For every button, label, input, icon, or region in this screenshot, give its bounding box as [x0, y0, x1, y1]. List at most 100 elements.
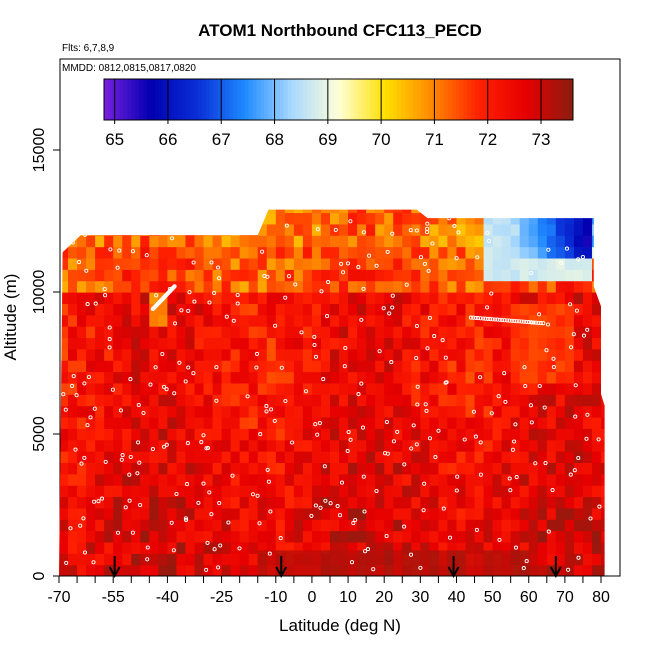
sample-point: [172, 284, 177, 289]
heatmap-cell: [176, 553, 187, 566]
heatmap-cell: [185, 496, 196, 509]
heatmap-cell: [492, 280, 503, 293]
sample-point: [454, 488, 459, 493]
heatmap-cell: [248, 209, 259, 214]
heatmap-cell: [384, 485, 394, 498]
flight-start-arrow: [108, 556, 121, 579]
heatmap-cell: [122, 326, 132, 339]
heatmap-cell: [239, 371, 250, 384]
heatmap-cell: [59, 246, 69, 259]
heatmap-cell: [320, 326, 331, 339]
sample-point: [172, 321, 178, 326]
heatmap-cell: [239, 439, 250, 452]
heatmap-cell: [402, 451, 412, 463]
heatmap-cell: [339, 507, 349, 520]
heatmap-cell: [474, 269, 485, 282]
heatmap-cell: [582, 530, 593, 543]
heatmap-cell: [411, 280, 421, 293]
heatmap-cell: [248, 314, 259, 327]
colorbar-swatch: [252, 79, 257, 120]
heatmap-cell: [176, 212, 187, 225]
heatmap-cell: [275, 292, 286, 304]
heatmap-cell: [357, 223, 367, 236]
heatmap-cell: [339, 257, 349, 270]
heatmap-cell: [384, 303, 394, 316]
colorbar-swatch: [530, 79, 535, 120]
heatmap-cell: [330, 416, 340, 429]
heatmap-cell: [528, 209, 539, 214]
sample-point: [326, 280, 331, 285]
sample-point: [205, 540, 210, 545]
heatmap-cell: [393, 212, 403, 225]
heatmap-cell: [176, 541, 187, 554]
colorbar-swatch: [490, 79, 496, 120]
heatmap-cell: [77, 394, 87, 407]
heatmap-cell: [167, 303, 178, 316]
heatmap-cell: [194, 371, 205, 384]
heatmap-cell: [167, 360, 178, 373]
x-tick-label: 30: [411, 589, 429, 606]
colorbar-swatch: [545, 79, 551, 120]
heatmap-cell: [149, 337, 159, 350]
heatmap-cell: [492, 360, 503, 373]
heatmap-cell: [537, 371, 548, 384]
heatmap-cell: [420, 257, 430, 270]
heatmap-cell: [194, 257, 205, 270]
heatmap-cell: [330, 337, 340, 350]
heatmap-cell: [537, 507, 548, 520]
heatmap-cell: [528, 280, 539, 293]
heatmap-cell: [573, 473, 584, 486]
sample-point: [389, 360, 394, 365]
heatmap-cell: [104, 246, 114, 259]
heatmap-cell: [239, 496, 250, 509]
colorbar-swatch: [389, 79, 394, 120]
heatmap-cell: [564, 473, 575, 486]
heatmap-cell: [158, 246, 168, 259]
heatmap-cell: [293, 235, 304, 248]
heatmap-cell: [194, 280, 205, 293]
heatmap-cell: [149, 394, 159, 407]
heatmap-cell: [302, 405, 313, 418]
sample-point: [524, 319, 529, 324]
heatmap-cell: [167, 314, 178, 327]
colorbar-swatch: [510, 79, 515, 120]
heatmap-cell: [330, 326, 340, 339]
heatmap-cell: [230, 269, 241, 282]
heatmap-cell: [302, 360, 313, 373]
heatmap-cell: [275, 303, 286, 316]
heatmap-cell: [68, 223, 78, 236]
heatmap-cell: [501, 269, 512, 282]
heatmap-cell: [438, 462, 449, 475]
heatmap-cell: [185, 553, 196, 566]
heatmap-cell: [158, 326, 168, 339]
sample-point: [478, 375, 483, 380]
heatmap-cell: [573, 541, 584, 554]
heatmap-cell: [591, 223, 602, 236]
heatmap-cell: [131, 564, 141, 576]
heatmap-cell: [275, 223, 286, 236]
heatmap-cell: [510, 209, 521, 214]
x-tick-label: 0: [307, 589, 316, 606]
sample-point: [584, 436, 589, 441]
sample-point: [160, 351, 165, 357]
heatmap-cell: [122, 269, 132, 282]
sample-point: [471, 315, 476, 320]
heatmap-cell: [167, 564, 178, 576]
heatmap-cell: [339, 360, 349, 373]
heatmap-cell: [591, 235, 602, 248]
heatmap-cell: [203, 257, 214, 270]
heatmap-cell: [203, 451, 214, 463]
heatmap-cell: [320, 257, 331, 270]
sample-point: [214, 398, 219, 403]
x-tick-label: -40: [156, 589, 179, 606]
heatmap-cell: [59, 507, 69, 520]
heatmap-cell: [591, 360, 602, 373]
heatmap-cell: [582, 246, 593, 259]
heatmap-cell: [293, 519, 304, 532]
heatmap-cell: [113, 507, 123, 520]
heatmap-cell: [95, 439, 105, 452]
sample-point: [286, 274, 292, 279]
heatmap-cell: [366, 371, 376, 384]
sample-point: [214, 365, 219, 370]
heatmap-cell: [275, 326, 286, 339]
